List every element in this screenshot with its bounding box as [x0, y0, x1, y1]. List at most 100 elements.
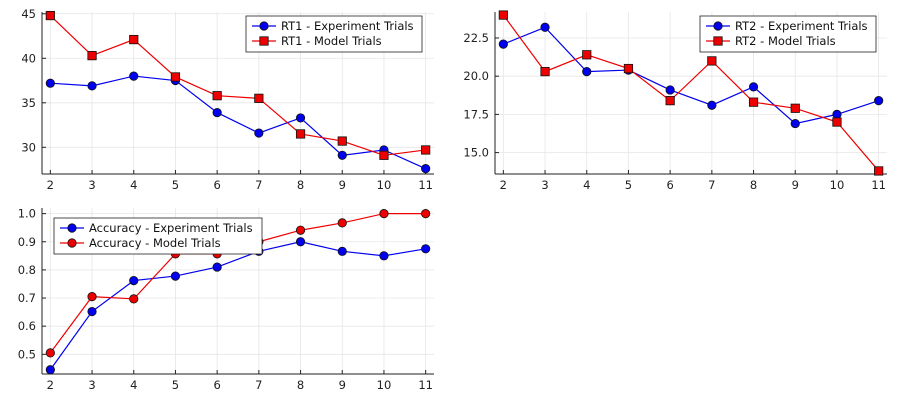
x-tick-label: 8: [297, 378, 304, 392]
x-tick-label: 11: [418, 378, 433, 392]
y-tick-label: 0.8: [18, 263, 36, 277]
x-tick-label: 11: [871, 178, 886, 192]
data-point: [45, 365, 55, 375]
data-point: [421, 209, 431, 219]
x-tick-label: 9: [339, 178, 346, 192]
data-point: [498, 39, 508, 49]
data-point: [87, 81, 97, 91]
series-line: [502, 14, 880, 172]
x-tick-label: 8: [750, 178, 757, 192]
y-tick-label: 0.7: [18, 291, 36, 305]
y-tick-label: 30: [21, 140, 36, 154]
legend-box: [699, 15, 877, 53]
x-tick-label: 5: [625, 178, 632, 192]
data-point: [874, 166, 884, 176]
data-point: [379, 251, 389, 261]
data-point: [540, 22, 550, 32]
x-tick-label: 10: [377, 378, 392, 392]
data-point: [665, 96, 675, 106]
series-line: [503, 26, 879, 125]
data-point: [379, 209, 389, 219]
legend-box: [245, 15, 423, 53]
legend-label: Accuracy - Model Trials: [89, 236, 221, 250]
data-point: [295, 237, 306, 247]
data-point: [874, 96, 884, 106]
y-tick-label: 17.5: [463, 107, 489, 121]
data-point: [540, 67, 550, 77]
legend-marker: [259, 36, 269, 46]
data-point: [337, 246, 347, 256]
data-point: [170, 72, 181, 82]
legend-label: Accuracy - Experiment Trials: [89, 221, 253, 235]
y-tick-label: 22.5: [463, 31, 489, 45]
x-tick-label: 6: [213, 378, 220, 392]
data-point: [337, 218, 347, 228]
x-tick-label: 2: [47, 378, 54, 392]
legend-marker: [713, 21, 723, 31]
y-tick-label: 15.0: [463, 146, 489, 160]
data-point: [582, 67, 592, 77]
legend-marker: [67, 238, 77, 248]
series-experiment: [45, 237, 431, 375]
data-point: [129, 275, 139, 286]
series-line: [50, 75, 426, 170]
data-point: [87, 306, 97, 317]
data-point: [421, 244, 431, 254]
chart-accuracy: 2 3 4 5 6 7 8 9 10 11 0.5 0.6 0.7 0.8 0.9 1.0 Accuracy -…: [18, 207, 434, 392]
data-point: [832, 109, 842, 119]
data-point: [623, 63, 634, 74]
data-point: [665, 85, 675, 95]
data-point: [45, 78, 55, 88]
series-experiment: [498, 22, 884, 129]
legend-marker: [713, 36, 723, 46]
x-tick-label: 5: [172, 378, 179, 392]
series-line: [49, 241, 426, 371]
y-tick-label: 20.0: [463, 69, 489, 83]
data-point: [212, 91, 222, 101]
x-tick-label: 4: [130, 378, 137, 392]
x-tick-label: 7: [708, 178, 715, 192]
x-tick-label: 6: [666, 178, 673, 192]
data-point: [254, 93, 264, 103]
data-point: [790, 103, 800, 113]
data-point: [295, 225, 306, 235]
y-tick-label: 0.6: [18, 319, 36, 333]
data-point: [45, 348, 55, 358]
data-point: [170, 271, 181, 281]
data-point: [748, 97, 759, 107]
x-tick-label: 5: [172, 178, 179, 192]
data-point: [295, 113, 306, 123]
data-point: [421, 145, 431, 155]
data-point: [212, 107, 222, 118]
y-tick-label: 40: [21, 51, 36, 65]
legend-label: RT2 - Experiment Trials: [735, 19, 868, 33]
data-point: [707, 100, 717, 110]
x-tick-label: 7: [255, 178, 262, 192]
series-model: [498, 10, 884, 176]
y-tick-label: 45: [21, 7, 36, 21]
data-point: [87, 292, 97, 302]
x-tick-label: 3: [88, 178, 95, 192]
series-experiment: [45, 71, 431, 174]
x-tick-label: 4: [130, 178, 137, 192]
data-point: [129, 71, 139, 81]
x-tick-label: 9: [339, 378, 346, 392]
x-tick-label: 2: [500, 178, 507, 192]
x-tick-label: 11: [418, 178, 433, 192]
chart-rt2: 2 3 4 5 6 7 8 9 10 11 15.0 17.5 20.0 22.5 RT2 - Experi…: [463, 10, 887, 192]
data-point: [498, 10, 508, 20]
x-tick-label: 7: [255, 378, 262, 392]
data-point: [379, 150, 389, 160]
data-point: [254, 128, 264, 138]
x-tick-label: 10: [830, 178, 845, 192]
x-tick-label: 3: [88, 378, 95, 392]
x-tick-label: 2: [47, 178, 54, 192]
y-tick-label: 1.0: [18, 207, 36, 221]
series-model: [45, 10, 431, 160]
